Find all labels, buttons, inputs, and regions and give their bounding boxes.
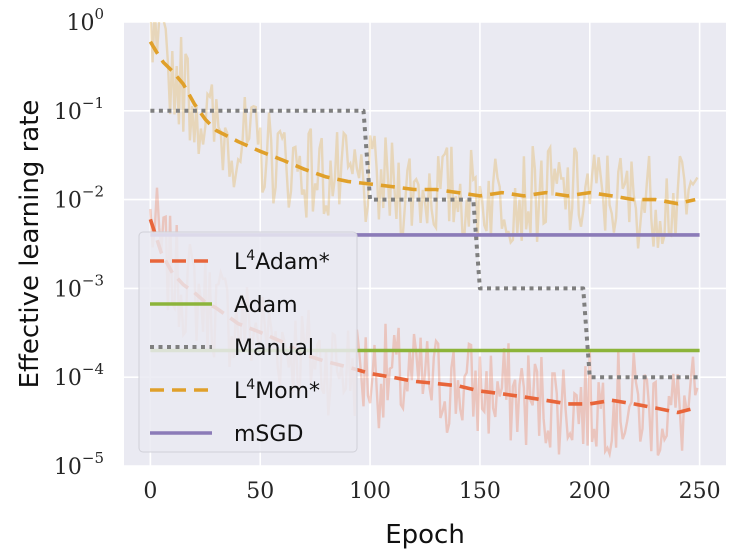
y-tick-label: 10−5 bbox=[54, 449, 104, 480]
legend-label-l4adam: L4Adam* bbox=[234, 248, 330, 275]
y-axis-label: Effective learning rate bbox=[15, 100, 45, 389]
series-line-l4mom bbox=[148, 40, 696, 206]
y-tick-label: 10−3 bbox=[54, 271, 104, 302]
x-tick-label: 150 bbox=[459, 479, 501, 504]
x-tick-label: 50 bbox=[246, 479, 274, 504]
y-tick-labels: 100 10−1 10−2 10−3 10−4 10−5 bbox=[54, 5, 104, 480]
noise-l4mom bbox=[149, 22, 699, 249]
legend-box bbox=[138, 231, 358, 453]
x-tick-label: 0 bbox=[143, 479, 157, 504]
legend-label-msgd: mSGD bbox=[234, 422, 303, 447]
y-tick-label: 100 bbox=[66, 5, 104, 36]
y-tick-label: 10−4 bbox=[54, 360, 104, 391]
x-tick-labels: 0 50 100 150 200 250 bbox=[143, 479, 720, 504]
y-tick-label: 10−2 bbox=[54, 183, 104, 214]
x-tick-label: 200 bbox=[569, 479, 611, 504]
x-tick-label: 100 bbox=[349, 479, 391, 504]
x-axis-label: Epoch bbox=[385, 520, 465, 550]
legend-label-adam: Adam bbox=[234, 293, 298, 318]
legend-label-l4mom: L4Mom* bbox=[234, 377, 320, 404]
legend: L4Adam* Adam Manual L4Mom* mSGD bbox=[138, 231, 358, 453]
legend-label-manual: Manual bbox=[234, 336, 314, 361]
y-tick-label: 10−1 bbox=[54, 94, 104, 125]
x-tick-label: 250 bbox=[679, 479, 721, 504]
series-line-manual bbox=[150, 108, 700, 380]
